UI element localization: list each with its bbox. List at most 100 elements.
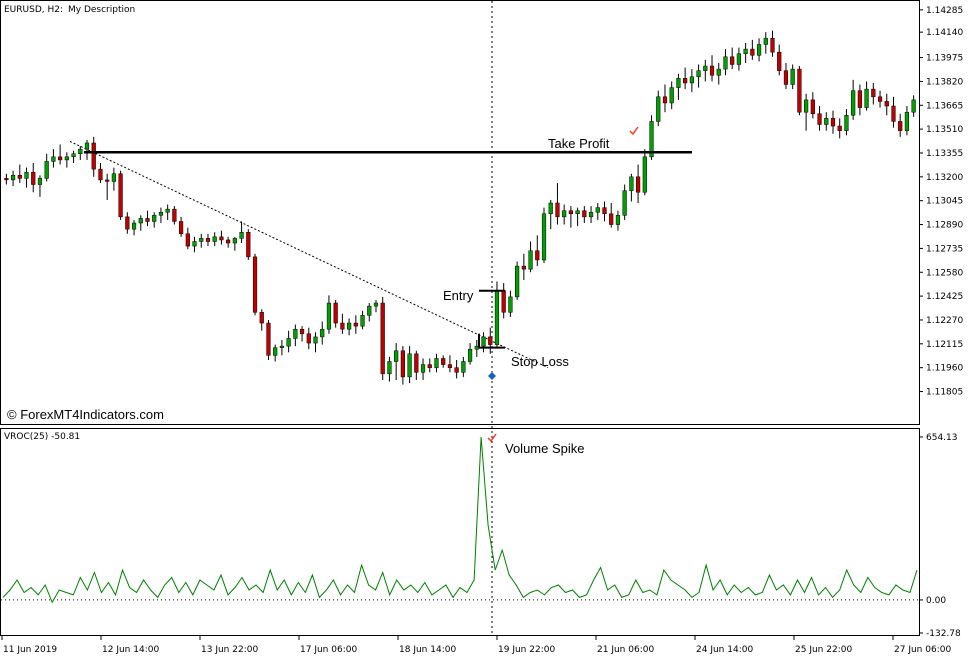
candle: [25, 168, 29, 188]
candle-body: [287, 338, 291, 346]
candle: [811, 92, 815, 118]
indicator-tick-label: 654.13: [926, 433, 958, 443]
time-tick-label: 18 Jun 14:00: [399, 645, 456, 655]
candle: [240, 221, 244, 243]
candle-body: [31, 172, 35, 184]
candle: [462, 357, 466, 377]
candle-body: [25, 172, 29, 178]
candle-body: [616, 215, 620, 224]
candle: [871, 83, 875, 105]
candle-body: [408, 354, 412, 377]
price-tick-label: 1.12580: [926, 268, 963, 278]
candle-body: [771, 38, 775, 52]
candle: [858, 84, 862, 115]
candle-body: [482, 337, 486, 346]
candle: [616, 211, 620, 231]
candle: [166, 205, 170, 220]
candle: [818, 106, 822, 131]
candle: [173, 206, 177, 224]
candle-body: [609, 214, 613, 225]
candle: [724, 49, 728, 75]
candle-body: [757, 44, 761, 55]
candle: [824, 112, 828, 130]
candle: [482, 332, 486, 352]
candle-body: [562, 211, 566, 217]
candle-body: [85, 143, 89, 149]
candle-body: [99, 169, 103, 180]
candle: [515, 261, 519, 299]
candle-body: [220, 237, 224, 240]
vroc-line: [3, 437, 917, 602]
candle: [99, 163, 103, 183]
candle-body: [824, 118, 828, 124]
candle-body: [428, 365, 432, 368]
candle: [569, 206, 573, 228]
candle: [435, 354, 439, 372]
candle-body: [737, 54, 741, 65]
candle: [831, 111, 835, 134]
candle: [878, 91, 882, 108]
candle: [78, 146, 82, 160]
candle: [293, 325, 297, 347]
price-tick-label: 1.12890: [926, 221, 963, 231]
candle: [112, 168, 116, 191]
candle: [428, 358, 432, 372]
candle: [394, 343, 398, 380]
candle-body: [515, 266, 519, 297]
candle: [730, 48, 734, 70]
candle-body: [744, 49, 748, 54]
candle-body: [52, 157, 56, 162]
candle-body: [246, 232, 250, 257]
price-tick-label: 1.13665: [926, 101, 963, 111]
candle: [441, 355, 445, 367]
candle-body: [703, 66, 707, 71]
candle: [280, 340, 284, 355]
price-tick-label: 1.12270: [926, 316, 963, 326]
candle-body: [851, 91, 855, 116]
time-x-axis: 11 Jun 2019 12 Jun 14:00 13 Jun 22:00 17 Ju…: [2, 636, 951, 655]
candle-body: [226, 240, 230, 243]
candle-body: [260, 312, 264, 323]
candle-body: [865, 89, 869, 107]
candle-body: [811, 100, 815, 114]
candle: [307, 328, 311, 350]
candle: [320, 322, 324, 345]
candle-body: [18, 175, 22, 178]
candle-body: [871, 89, 875, 97]
candle-body: [381, 303, 385, 374]
candle: [92, 137, 96, 177]
candle-body: [78, 149, 82, 154]
candle-body: [267, 323, 271, 355]
candle: [300, 326, 304, 341]
candle: [596, 203, 600, 220]
entry-arrow-icon: [488, 372, 496, 380]
candle: [690, 69, 694, 92]
candle: [697, 64, 701, 87]
candle-body: [361, 315, 365, 326]
indicator-panel-frame: [1, 429, 920, 636]
candle: [804, 94, 808, 131]
candle-body: [670, 88, 674, 103]
candle-body: [448, 365, 452, 368]
candle-body: [307, 334, 311, 343]
candle-body: [354, 323, 358, 326]
candle-body: [146, 218, 150, 221]
candle: [845, 109, 849, 135]
candle: [542, 208, 546, 263]
candle: [703, 60, 707, 82]
price-tick-label: 1.13820: [926, 77, 963, 87]
candle-body: [193, 241, 197, 246]
candle: [529, 241, 533, 272]
candle-body: [878, 97, 882, 102]
candle: [683, 68, 687, 90]
candle-body: [38, 178, 42, 184]
candle-body: [549, 203, 553, 214]
candle-body: [710, 66, 714, 75]
candle-body: [777, 52, 781, 70]
candle-body: [240, 232, 244, 238]
candle: [327, 295, 331, 333]
candle-body: [804, 100, 808, 112]
candle: [381, 297, 385, 380]
time-tick-label: 11 Jun 2019: [3, 645, 57, 655]
